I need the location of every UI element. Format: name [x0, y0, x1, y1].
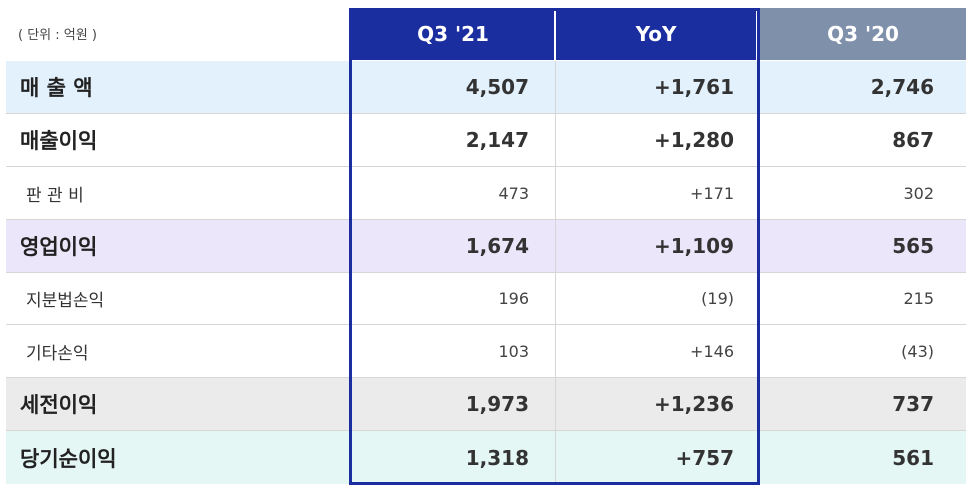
cell-q3-20: 565 [892, 234, 934, 258]
table-row-net-income: 당기순이익 1,318 +757 561 [6, 431, 966, 484]
cell-q3-21: 196 [352, 273, 556, 324]
table-row-sga: 판 관 비 473 +171 302 [6, 167, 966, 220]
column-header-q3-20: Q3 '20 [760, 8, 966, 60]
row-label: 기타손익 [26, 343, 89, 364]
cell-yoy: +1,761 [653, 75, 734, 99]
cell-q3-20: (43) [901, 341, 934, 361]
row-label: 세전이익 [20, 393, 98, 417]
cell-q3-21: 1,973 [352, 378, 556, 430]
table-row-other-income: 기타손익 103 +146 (43) [6, 325, 966, 378]
column-header-yoy: YoY [556, 8, 756, 60]
row-label: 매 출 액 [20, 76, 93, 100]
cell-q3-21: 1,318 [352, 431, 556, 484]
cell-yoy: +757 [675, 445, 734, 470]
cell-yoy: +146 [690, 341, 734, 361]
table-row-gross-profit: 매출이익 2,147 +1,280 867 [6, 114, 966, 167]
cell-yoy: +171 [690, 183, 734, 203]
row-label: 당기순이익 [20, 446, 117, 471]
cell-q3-21: 1,674 [352, 220, 556, 272]
cell-q3-21: 4,507 [352, 61, 556, 113]
cell-q3-20: 867 [892, 128, 934, 152]
cell-yoy: +1,109 [653, 234, 734, 258]
cell-q3-20: 215 [903, 289, 934, 308]
unit-label: ( 단위 : 억원 ) [18, 28, 97, 43]
table-row-revenue: 매 출 액 4,507 +1,761 2,746 [6, 61, 966, 114]
cell-q3-21: 473 [352, 167, 556, 219]
cell-q3-20: 561 [892, 445, 934, 470]
row-label: 지분법손익 [26, 291, 105, 311]
cell-q3-20: 2,746 [870, 75, 934, 99]
cell-q3-20: 302 [903, 183, 934, 203]
cell-q3-21: 103 [352, 325, 556, 377]
table-row-equity-method: 지분법손익 196 (19) 215 [6, 273, 966, 325]
row-label: 매출이익 [20, 129, 98, 153]
cell-yoy: +1,280 [653, 128, 734, 152]
row-label: 판 관 비 [26, 185, 84, 206]
cell-q3-21: 2,147 [352, 114, 556, 166]
cell-yoy: +1,236 [653, 392, 734, 416]
column-header-q3-21: Q3 '21 [352, 8, 554, 60]
cell-q3-20: 737 [892, 392, 934, 416]
row-label: 영업이익 [20, 235, 98, 259]
table-row-pretax-income: 세전이익 1,973 +1,236 737 [6, 378, 966, 431]
table-row-operating-profit: 영업이익 1,674 +1,109 565 [6, 220, 966, 273]
cell-yoy: (19) [701, 289, 734, 308]
